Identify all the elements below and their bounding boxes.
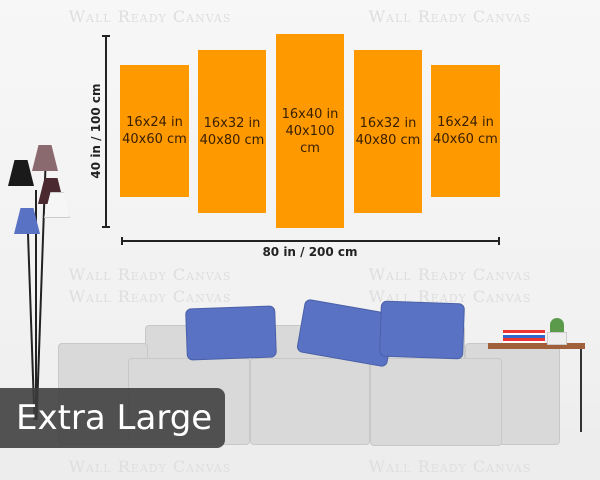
size-badge-label: Extra Large: [16, 398, 213, 438]
panel-size-in: 16x24 in: [126, 115, 183, 130]
width-label: 80 in / 200 cm: [262, 245, 358, 259]
height-label: 40 in / 100 cm: [89, 83, 103, 179]
watermark-text: Wall Ready Canvas: [368, 457, 532, 476]
watermark-text: Wall Ready Canvas: [68, 287, 232, 306]
panel-size-in: 16x32 in: [203, 115, 261, 131]
watermark-text: Wall Ready Canvas: [68, 457, 232, 476]
canvas-panel-3: 16x40 in 40x100 cm: [276, 34, 344, 228]
height-dimension-line: [102, 35, 110, 228]
size-badge: Extra Large: [0, 388, 225, 448]
watermark-text: Wall Ready Canvas: [368, 265, 532, 284]
canvas-panel-4: 16x32 in 40x80 cm: [354, 50, 422, 213]
panel-size-cm: 40x80 cm: [355, 132, 421, 148]
canvas-panel-1: 16x24 in 40x60 cm: [120, 65, 189, 197]
panel-size-cm: 40x60 cm: [433, 132, 498, 147]
panel-size-cm: 40x60 cm: [122, 132, 187, 147]
watermark-text: Wall Ready Canvas: [68, 7, 232, 26]
panel-size-cm: 40x100 cm: [285, 123, 335, 156]
canvas-panel-5: 16x24 in 40x60 cm: [431, 65, 500, 197]
watermark-text: Wall Ready Canvas: [368, 7, 532, 26]
canvas-panel-2: 16x32 in 40x80 cm: [198, 50, 266, 213]
watermark-row: Wall Ready Canvas Wall Ready Canvas: [0, 8, 600, 26]
watermark-row: Wall Ready Canvas Wall Ready Canvas: [0, 266, 600, 284]
panel-size-cm: 40x80 cm: [199, 132, 265, 148]
width-dimension-line: [121, 237, 500, 245]
panel-size-in: 16x24 in: [437, 115, 494, 130]
panel-size-in: 16x32 in: [359, 115, 417, 131]
watermark-row: Wall Ready Canvas Wall Ready Canvas: [0, 458, 600, 476]
panel-size-in: 16x40 in: [281, 106, 339, 122]
watermark-row: Wall Ready Canvas Wall Ready Canvas: [0, 288, 600, 306]
watermark-text: Wall Ready Canvas: [68, 265, 232, 284]
